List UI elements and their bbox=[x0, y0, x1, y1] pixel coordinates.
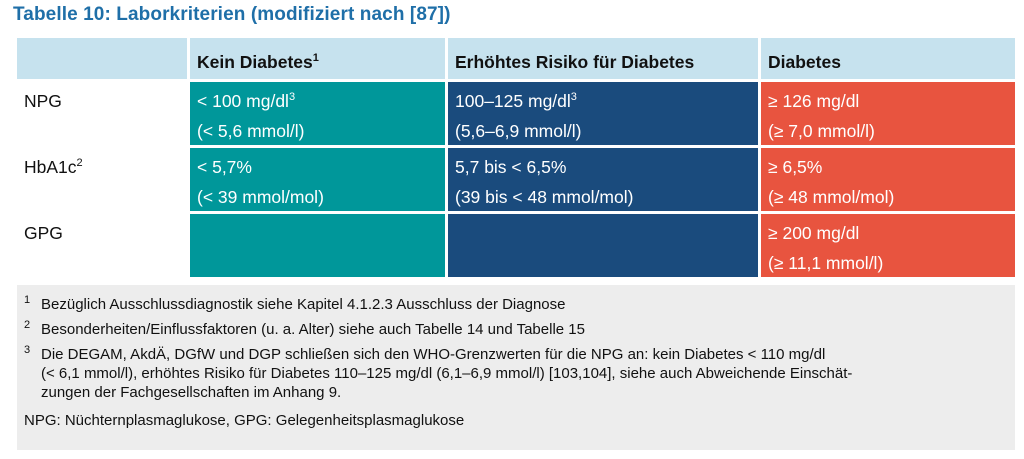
footnote-text: Besonderheiten/Einflussfaktoren (u. a. A… bbox=[41, 321, 585, 338]
row-label-text: NPG bbox=[24, 91, 62, 111]
cell-value-secondary: (5,6–6,9 mmol/l) bbox=[455, 121, 582, 141]
footnote-2: 2 Besonderheiten/Einflussfaktoren (u. a.… bbox=[24, 319, 1007, 339]
header-kein-diabetes: Kein Diabetes1 bbox=[190, 38, 448, 82]
footnote-ref: 3 bbox=[570, 91, 577, 103]
cell-value: < 5,7% bbox=[197, 157, 252, 177]
cell-gpg-diabetes: ≥ 200 mg/dl (≥ 11,1 mmol/l) bbox=[761, 214, 1015, 280]
cell-npg-erhoehtes-risiko: 100–125 mg/dl3 (5,6–6,9 mmol/l) bbox=[448, 82, 761, 148]
row-label-hba1c: HbA1c2 bbox=[17, 148, 190, 214]
header-empty-cell bbox=[17, 38, 190, 82]
footnote-number: 1 bbox=[24, 294, 31, 306]
row-label-gpg: GPG bbox=[17, 214, 190, 280]
cell-hba1c-erhoehtes-risiko: 5,7 bis < 6,5% (39 bis < 48 mmol/mol) bbox=[448, 148, 761, 214]
cell-value-secondary: (39 bis < 48 mmol/mol) bbox=[455, 187, 634, 207]
cell-value: 100–125 mg/dl3 bbox=[455, 86, 758, 116]
row-label-npg: NPG bbox=[17, 82, 190, 148]
cell-hba1c-kein-diabetes: < 5,7% (< 39 mmol/mol) bbox=[190, 148, 448, 214]
table-title: Tabelle 10: Laborkriterien (modifiziert … bbox=[13, 4, 451, 25]
footnote-number: 3 bbox=[24, 344, 31, 356]
footnote-number: 2 bbox=[24, 319, 31, 331]
cell-hba1c-diabetes: ≥ 6,5% (≥ 48 mmol/mol) bbox=[761, 148, 1015, 214]
cell-value: < 100 mg/dl3 bbox=[197, 86, 445, 116]
cell-value-secondary: (≥ 48 mmol/mol) bbox=[768, 187, 895, 207]
footnote-text-line: zungen der Fachgesellschaften im Anhang … bbox=[41, 384, 342, 401]
cell-value-text: < 100 mg/dl bbox=[197, 91, 289, 111]
cell-gpg-erhoehtes-risiko bbox=[448, 214, 761, 280]
footnote-text: Bezüglich Ausschlussdiagnostik siehe Kap… bbox=[41, 296, 566, 313]
cell-npg-kein-diabetes: < 100 mg/dl3 (< 5,6 mmol/l) bbox=[190, 82, 448, 148]
row-label-text: GPG bbox=[24, 223, 63, 243]
header-kein-diabetes-label: Kein Diabetes bbox=[197, 52, 313, 72]
footnote-text-line: Die DEGAM, AkdÄ, DGfW und DGP schließen … bbox=[41, 346, 826, 363]
cell-value-text: 100–125 mg/dl bbox=[455, 91, 571, 111]
cell-value: ≥ 6,5% bbox=[768, 157, 823, 177]
header-diabetes-label: Diabetes bbox=[768, 52, 841, 72]
row-label-text: HbA1c bbox=[24, 157, 77, 177]
footnote-ref: 2 bbox=[76, 157, 83, 169]
cell-value: ≥ 126 mg/dl bbox=[768, 91, 860, 111]
cell-value-secondary: (< 5,6 mmol/l) bbox=[197, 121, 305, 141]
cell-npg-diabetes: ≥ 126 mg/dl (≥ 7,0 mmol/l) bbox=[761, 82, 1015, 148]
footnote-3: 3 Die DEGAM, AkdÄ, DGfW und DGP schließe… bbox=[24, 344, 1007, 402]
cell-gpg-kein-diabetes bbox=[190, 214, 448, 280]
header-diabetes: Diabetes bbox=[761, 38, 1015, 82]
cell-value: ≥ 200 mg/dl bbox=[768, 223, 860, 243]
footnote-ref: 3 bbox=[288, 91, 296, 103]
abbreviations: NPG: Nüchternplasmaglukose, GPG: Gelegen… bbox=[24, 412, 465, 429]
cell-value: 5,7 bis < 6,5% bbox=[455, 157, 567, 177]
footnote-1: 1 Bezüglich Ausschlussdiagnostik siehe K… bbox=[24, 294, 1007, 314]
cell-value-secondary: (≥ 11,1 mmol/l) bbox=[768, 253, 884, 273]
lab-criteria-table: Kein Diabetes1 Erhöhtes Risiko für Diabe… bbox=[17, 38, 1015, 280]
header-erhoehtes-risiko: Erhöhtes Risiko für Diabetes bbox=[448, 38, 761, 82]
footnote-ref: 1 bbox=[312, 52, 319, 64]
footnote-text-line: (< 6,1 mmol/l), erhöhtes Risiko für Diab… bbox=[41, 365, 853, 382]
header-erhoehtes-risiko-label: Erhöhtes Risiko für Diabetes bbox=[455, 52, 695, 72]
cell-value-secondary: (≥ 7,0 mmol/l) bbox=[768, 121, 875, 141]
cell-value-secondary: (< 39 mmol/mol) bbox=[197, 187, 324, 207]
footnotes-box: 1 Bezüglich Ausschlussdiagnostik siehe K… bbox=[17, 285, 1015, 450]
